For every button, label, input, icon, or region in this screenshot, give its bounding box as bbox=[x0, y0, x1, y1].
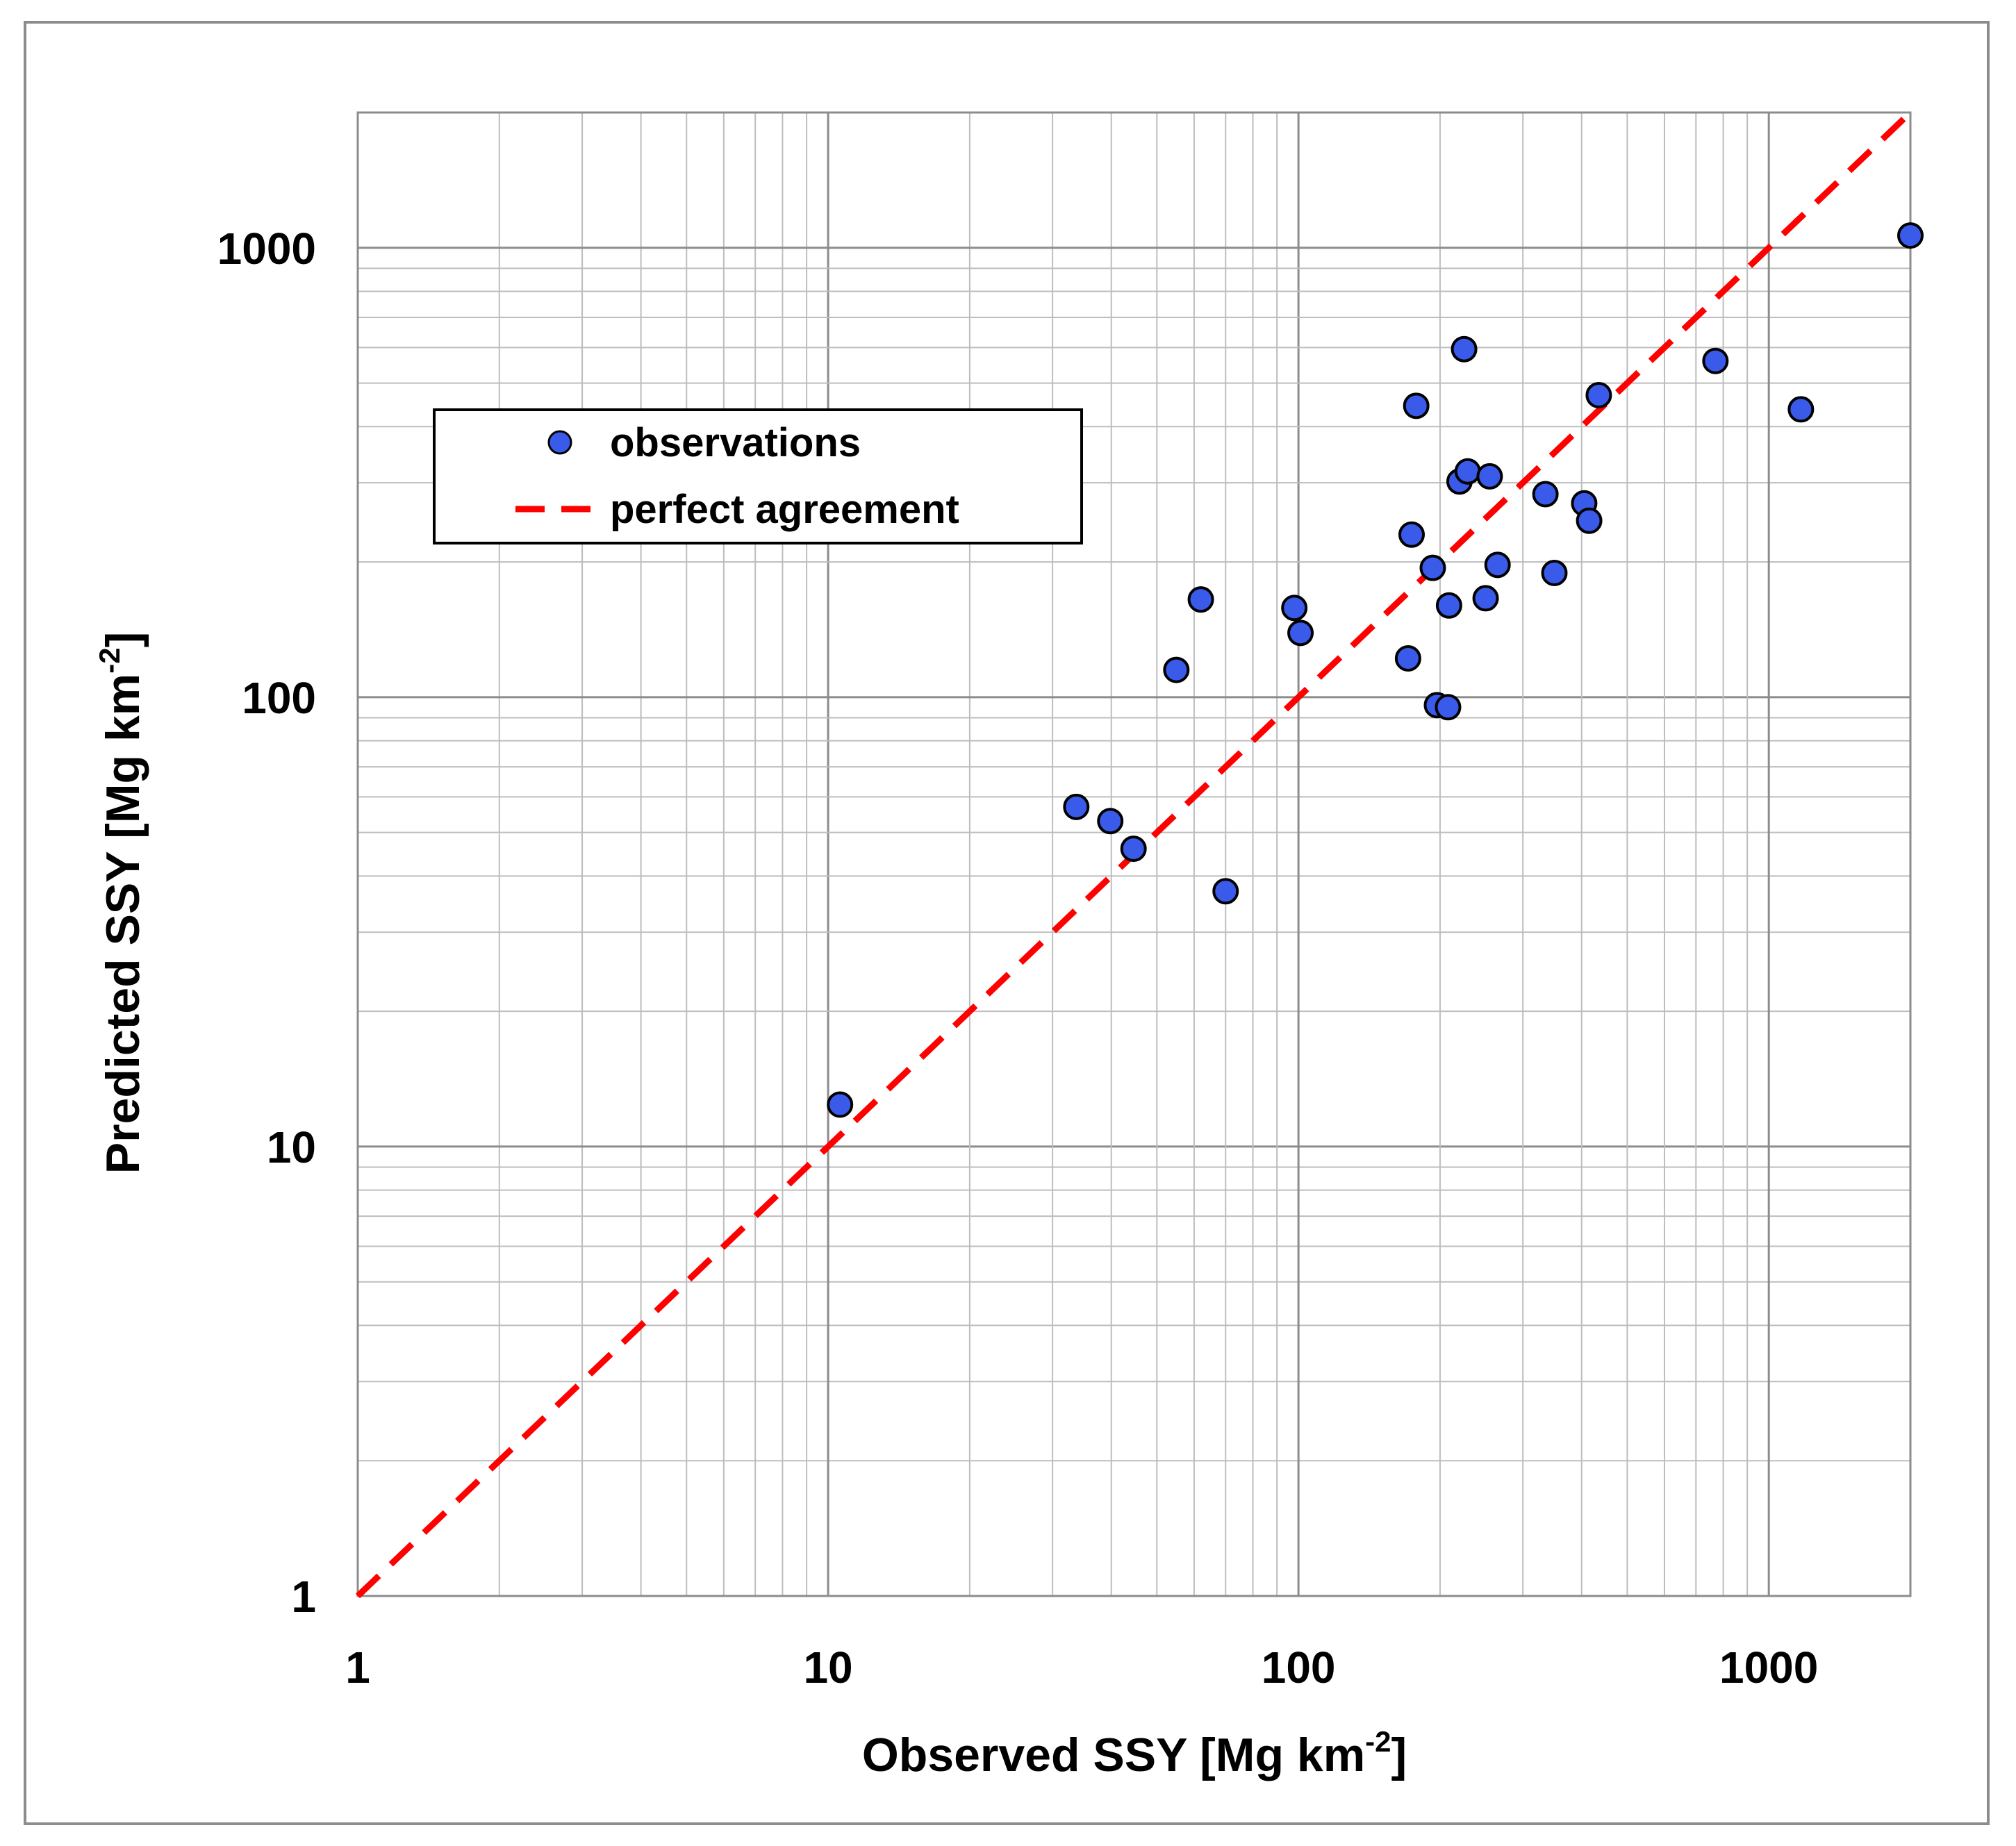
observation-point bbox=[1451, 335, 1478, 363]
observation-point bbox=[1454, 458, 1481, 485]
observation-point bbox=[1787, 396, 1815, 423]
x-tick-labels: 1 10 100 1000 bbox=[345, 1643, 1818, 1693]
observation-point bbox=[1435, 694, 1462, 721]
observation-point bbox=[1476, 463, 1503, 490]
observation-point bbox=[1398, 521, 1425, 548]
observation-point bbox=[1702, 347, 1729, 374]
x-tick-label: 1000 bbox=[1719, 1643, 1818, 1693]
observation-point bbox=[1435, 592, 1462, 619]
legend: observations perfect agreement bbox=[433, 408, 1083, 544]
y-tick-label: 10 bbox=[267, 1122, 316, 1172]
observation-point bbox=[1419, 554, 1446, 581]
observation-point bbox=[1576, 507, 1603, 534]
observation-point bbox=[1212, 878, 1239, 905]
x-tick-label: 1 bbox=[345, 1643, 370, 1693]
observation-point bbox=[1063, 793, 1090, 820]
observation-point bbox=[1897, 222, 1924, 249]
observation-points bbox=[827, 222, 1924, 1118]
y-axis-title: Predicted SSY [Mg km-2] bbox=[93, 632, 149, 1174]
observation-point bbox=[1287, 620, 1314, 647]
legend-label-perfect-agreement: perfect agreement bbox=[610, 487, 959, 532]
y-tick-labels: 1 10 100 1000 bbox=[217, 224, 316, 1622]
x-tick-label: 10 bbox=[803, 1643, 852, 1693]
observation-point bbox=[1187, 586, 1214, 613]
y-tick-label: 100 bbox=[242, 673, 316, 723]
observation-point bbox=[1541, 559, 1568, 586]
observation-point bbox=[1403, 392, 1430, 419]
observation-point bbox=[1394, 645, 1421, 672]
observation-point bbox=[1097, 808, 1124, 835]
observation-point bbox=[1163, 656, 1190, 683]
x-axis-title: Observed SSY [Mg km-2] bbox=[862, 1725, 1407, 1781]
legend-box bbox=[433, 408, 1083, 544]
observation-point bbox=[1120, 835, 1147, 863]
y-tick-label: 1000 bbox=[217, 224, 316, 274]
observation-point bbox=[827, 1091, 854, 1118]
x-tick-label: 100 bbox=[1262, 1643, 1336, 1693]
observation-point bbox=[1484, 551, 1511, 579]
chart-frame bbox=[24, 21, 1990, 1825]
observation-point bbox=[1472, 585, 1499, 612]
plot-area-border bbox=[356, 111, 1912, 1597]
y-tick-label: 1 bbox=[291, 1572, 316, 1622]
legend-label-observations: observations bbox=[610, 420, 861, 465]
legend-marker-observations bbox=[547, 430, 572, 455]
observation-point bbox=[1585, 381, 1612, 408]
observation-point bbox=[1281, 594, 1308, 622]
observation-point bbox=[1532, 481, 1559, 508]
